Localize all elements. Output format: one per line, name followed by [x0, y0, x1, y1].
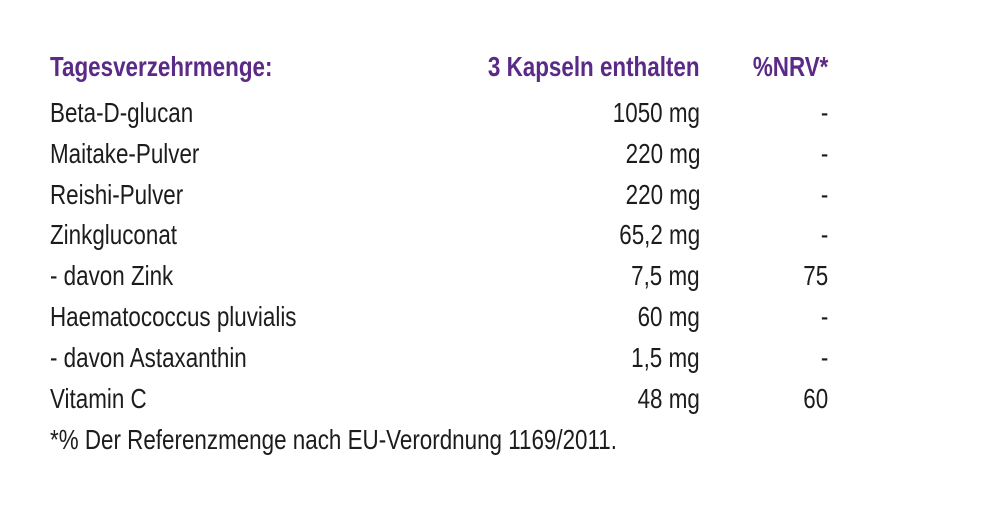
table-cell: 220 mg	[625, 178, 700, 210]
table-cell: 60	[803, 382, 828, 414]
footnote: *% Der Referenzmenge nach EU-Verordnung …	[50, 424, 617, 455]
header-cell: %NRV*	[752, 51, 828, 82]
table-cell: -	[820, 137, 828, 169]
table-cell: Reishi-Pulver	[50, 178, 184, 210]
table-cell: 48 mg	[637, 382, 700, 414]
header-cell: Tagesverzehrmenge:	[50, 51, 273, 82]
header-cell: 3 Kapseln enthalten	[488, 51, 700, 82]
table-cell: 60 mg	[637, 301, 700, 332]
table-cell: Beta-D-glucan	[50, 97, 194, 128]
table-cell: 75	[803, 260, 828, 292]
table-cell: 65,2 mg	[619, 219, 700, 251]
table-cell: - davon Zink	[50, 260, 174, 292]
table-cell: 7,5 mg	[631, 260, 700, 292]
table-cell: -	[820, 301, 828, 332]
table-cell: 1050 mg	[612, 97, 700, 128]
table-cell: -	[820, 219, 828, 251]
table-cell: -	[820, 341, 828, 373]
table-cell: 1,5 mg	[631, 341, 700, 373]
table-cell: Vitamin C	[50, 382, 147, 414]
table-cell: Haematococcus pluvialis	[50, 301, 297, 332]
table-cell: 220 mg	[625, 137, 700, 169]
table-cell: - davon Astaxanthin	[50, 341, 247, 373]
table-cell: -	[820, 97, 828, 128]
table-cell: Zinkgluconat	[50, 219, 178, 251]
table-cell: Maitake-Pulver	[50, 137, 200, 169]
table-cell: -	[820, 178, 828, 210]
